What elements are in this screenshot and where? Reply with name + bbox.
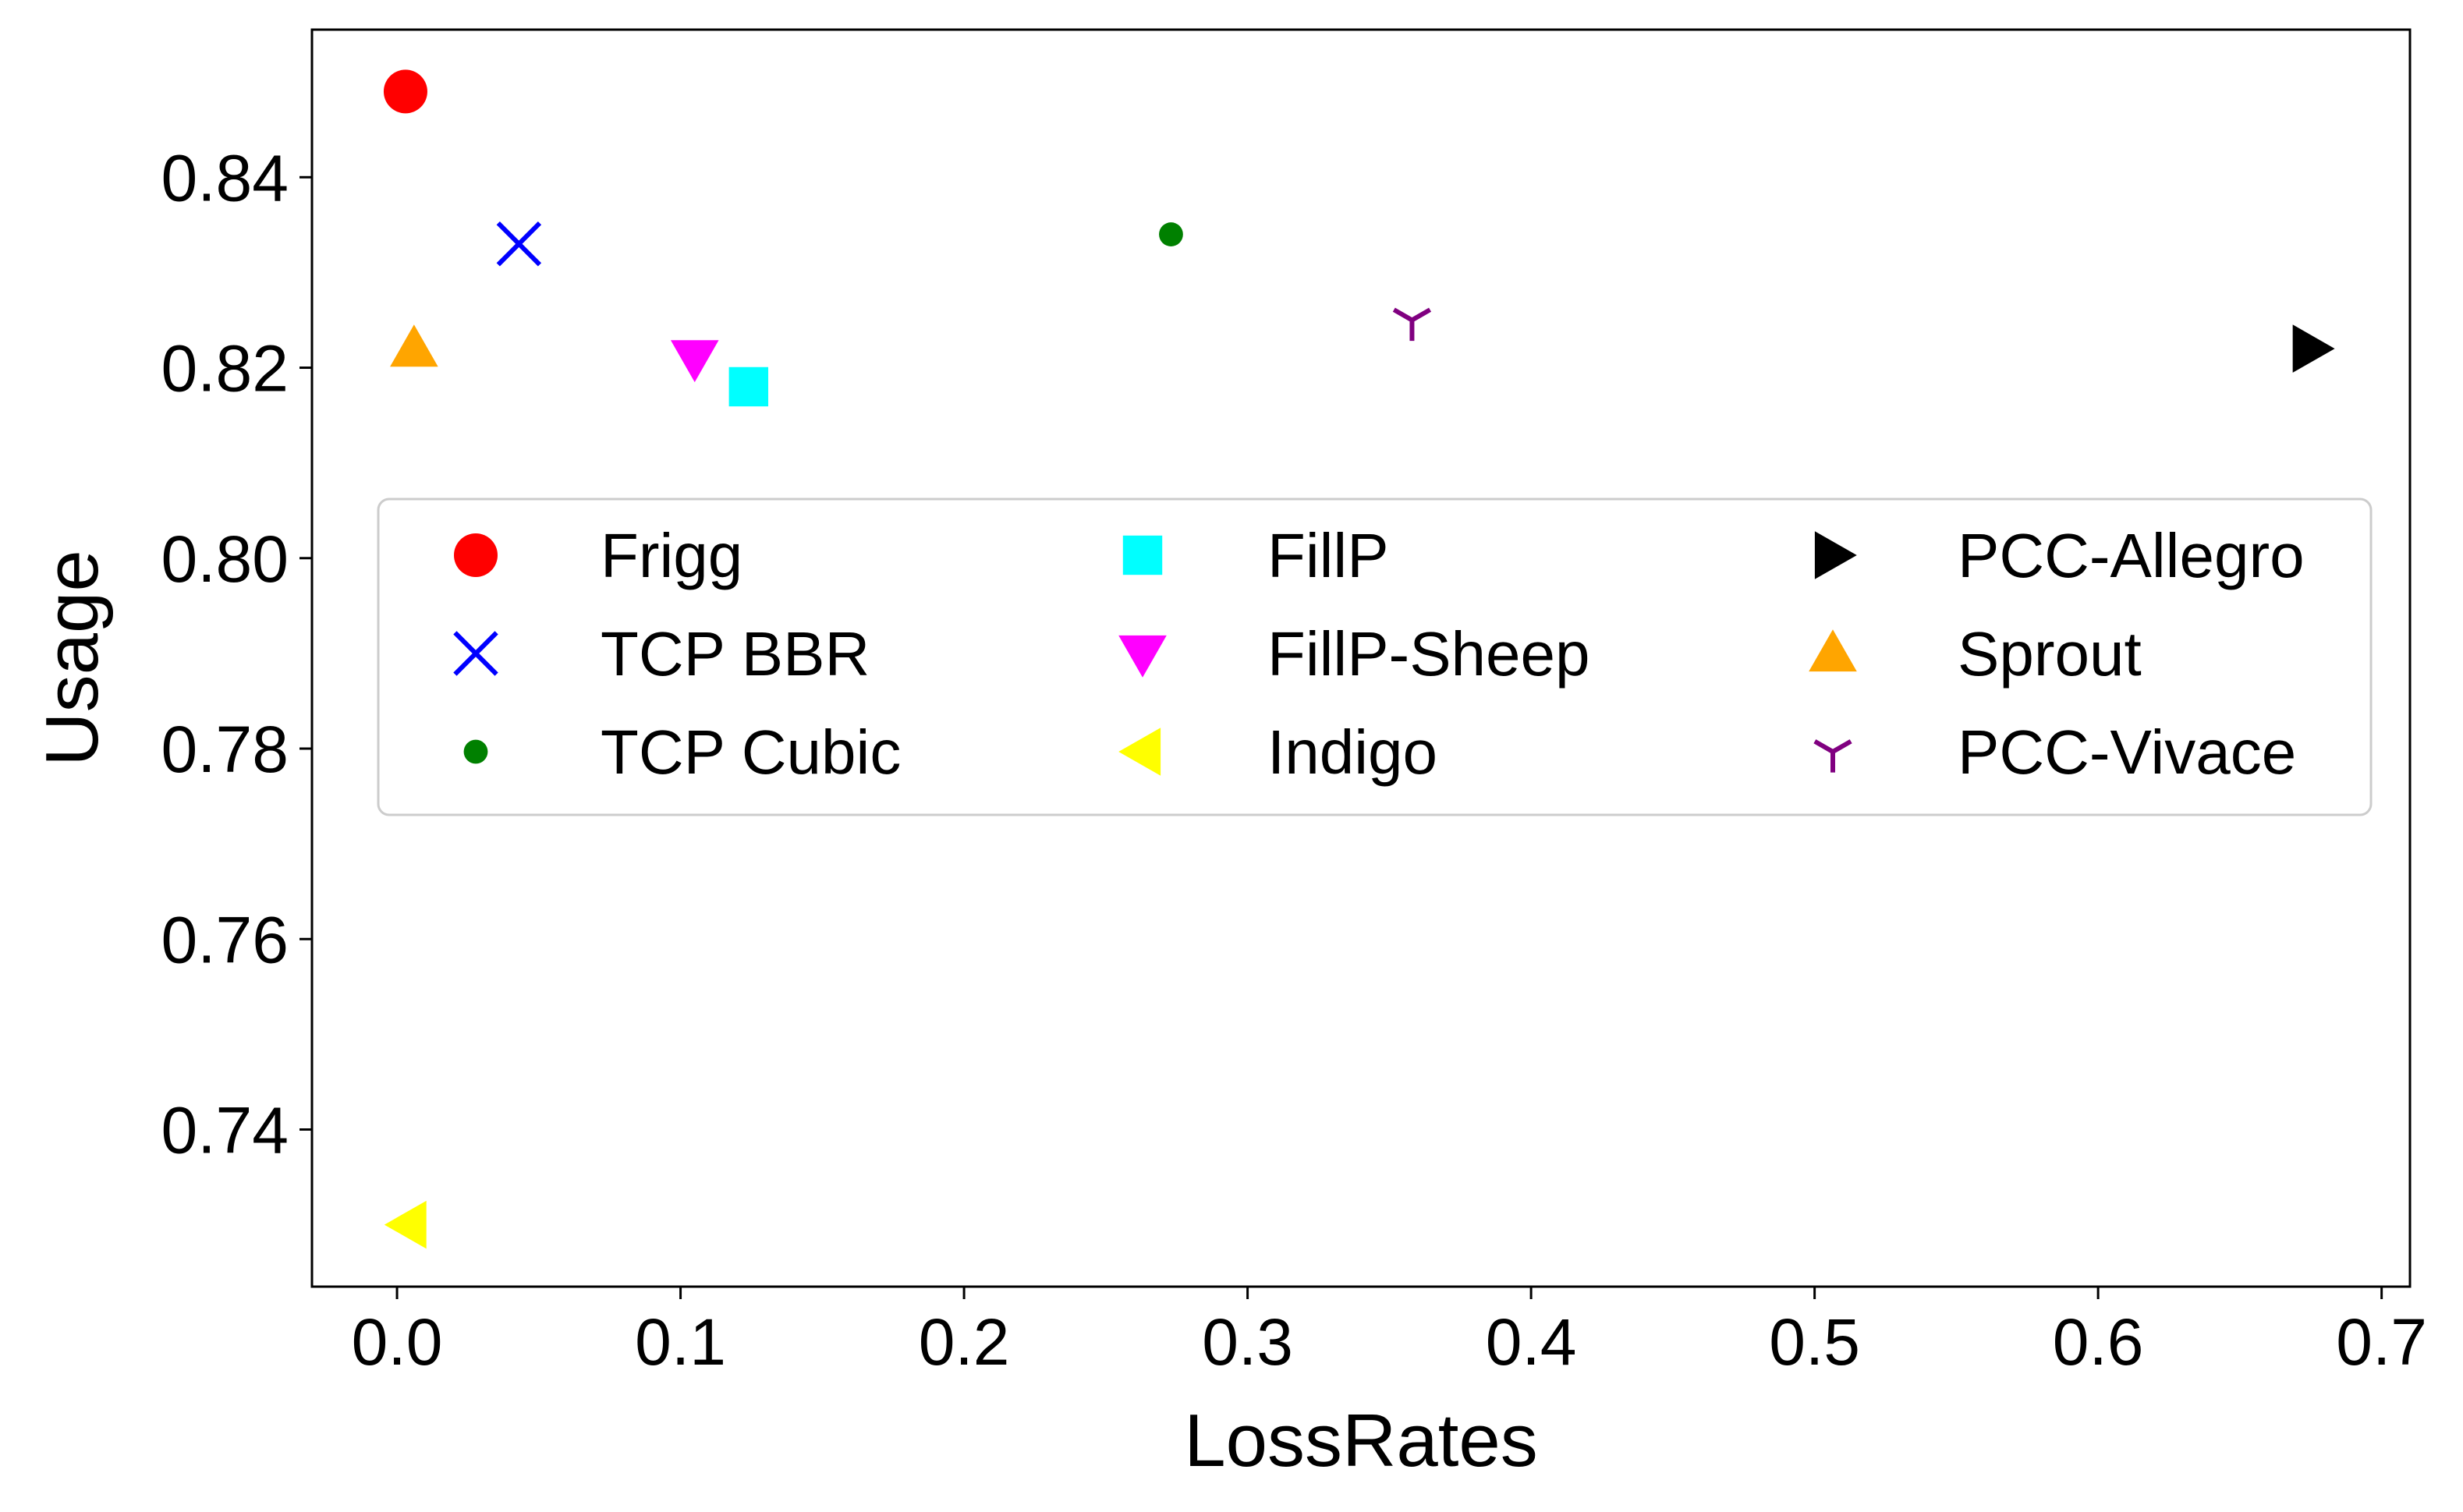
- x-tick-label: 0.0: [352, 1305, 443, 1379]
- legend-label: Sprout: [1958, 619, 2142, 689]
- y-tick-label: 0.82: [161, 332, 289, 405]
- legend-label: FillP: [1267, 521, 1389, 590]
- legend-label: TCP BBR: [601, 619, 870, 689]
- x-tick-label: 0.1: [635, 1305, 726, 1379]
- legend-marker: [463, 739, 488, 764]
- y-tick-label: 0.80: [161, 522, 289, 596]
- data-point: [670, 340, 719, 383]
- y-tick-label: 0.74: [161, 1094, 289, 1167]
- legend-marker: [1809, 629, 1857, 672]
- y-tick-label: 0.76: [161, 903, 289, 976]
- data-point: [728, 366, 769, 407]
- legend-marker: [1814, 531, 1857, 579]
- data-point: [383, 69, 427, 114]
- legend-marker: [1118, 728, 1161, 776]
- data-point: [2292, 324, 2335, 373]
- legend-label: PCC-Allegro: [1958, 521, 2305, 590]
- x-axis-title: LossRates: [1184, 1399, 1538, 1482]
- legend-marker: [453, 631, 498, 676]
- legend-marker: [1122, 535, 1163, 575]
- data-point: [496, 221, 542, 267]
- x-tick-label: 0.2: [919, 1305, 1010, 1379]
- y-tick-label: 0.78: [161, 713, 289, 786]
- y-axis-title: Usage: [30, 550, 114, 767]
- x-tick-label: 0.6: [2053, 1305, 2144, 1379]
- y-axis-ticks: 0.74 0.76 0.78 0.80 0.82 0.84: [161, 141, 312, 1167]
- x-tick-label: 0.3: [1202, 1305, 1293, 1379]
- x-tick-label: 0.4: [1486, 1305, 1577, 1379]
- x-tick-label: 0.5: [1769, 1305, 1860, 1379]
- x-tick-label: 0.7: [2336, 1305, 2427, 1379]
- data-point: [384, 1200, 427, 1249]
- legend-label: Frigg: [601, 521, 742, 590]
- legend-marker: [1813, 739, 1852, 773]
- legend-marker: [1118, 635, 1167, 678]
- x-axis-ticks: 0.0 0.1 0.2 0.3 0.4 0.5 0.6 0.7: [352, 1287, 2427, 1379]
- data-point: [1392, 307, 1432, 342]
- data-points: [383, 69, 2335, 1249]
- legend-label: Indigo: [1267, 717, 1437, 787]
- legend-label: FillP-Sheep: [1267, 619, 1590, 689]
- legend-label: PCC-Vivace: [1958, 717, 2296, 787]
- plot-frame: [310, 28, 2412, 1288]
- data-point: [1159, 222, 1183, 246]
- legend-marker: [454, 533, 498, 577]
- legend-label: TCP Cubic: [601, 717, 901, 787]
- y-tick-label: 0.84: [161, 141, 289, 214]
- legend: Frigg TCP BBR TCP Cubic FillP FillP-Sheep Ind…: [377, 498, 2373, 816]
- data-point: [390, 324, 438, 367]
- legend-box: [377, 498, 2373, 816]
